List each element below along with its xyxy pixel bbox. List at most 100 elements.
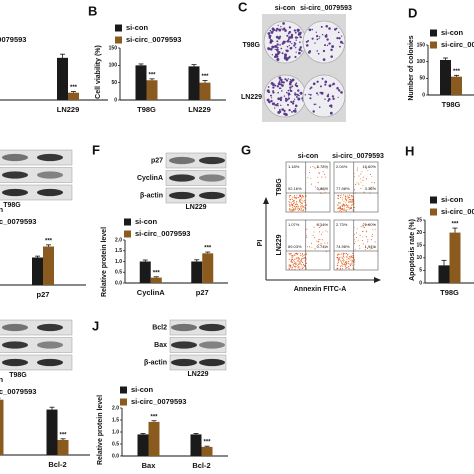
bar xyxy=(191,261,203,283)
flow-event xyxy=(325,230,327,232)
flow-event xyxy=(338,208,340,210)
flow-event xyxy=(373,246,375,248)
flow-event xyxy=(299,204,301,206)
flow-event xyxy=(318,244,320,246)
flow-event xyxy=(289,264,291,266)
flow-event xyxy=(338,194,340,196)
flow-event xyxy=(296,254,298,256)
flow-event xyxy=(305,262,307,264)
colony-dot xyxy=(267,86,270,88)
flow-event xyxy=(352,204,354,206)
flow-event xyxy=(341,263,343,265)
flow-event xyxy=(338,253,340,255)
blot-strip xyxy=(0,354,73,371)
flow-event xyxy=(352,202,354,204)
colony-dot xyxy=(288,56,291,59)
colony-dot xyxy=(269,47,273,51)
flow-event xyxy=(351,207,353,209)
colony-dot xyxy=(306,44,309,47)
flow-event xyxy=(340,207,342,209)
colony-dot xyxy=(280,78,283,82)
quadrant-label: 2.73% xyxy=(336,222,348,227)
bar xyxy=(57,439,69,455)
colony-dot xyxy=(286,45,289,48)
flow-event xyxy=(342,194,344,196)
y-tick-label: 25 xyxy=(416,217,422,223)
colony-dot xyxy=(286,91,288,94)
flow-event xyxy=(356,228,358,230)
colony-dot xyxy=(316,50,318,52)
blot-label: p27 xyxy=(151,157,163,164)
flow-event xyxy=(345,264,347,266)
flow-event xyxy=(297,206,299,208)
column-label: si-circ_0079593 xyxy=(332,153,384,160)
flow-event xyxy=(291,259,293,261)
flow-event xyxy=(298,194,300,196)
bar xyxy=(199,82,211,100)
colony-dot xyxy=(328,84,332,88)
flow-event xyxy=(315,248,317,250)
colony-dot xyxy=(300,50,303,52)
flow-event xyxy=(312,165,314,167)
flow-event xyxy=(321,239,323,241)
colony-dot xyxy=(337,31,340,34)
flow-event xyxy=(344,195,346,197)
flow-event xyxy=(289,253,291,255)
colony-dot xyxy=(311,28,314,31)
quadrant-label: 89.03% xyxy=(288,244,302,249)
flow-event xyxy=(344,262,346,264)
quadrant-label: 2.04% xyxy=(336,164,348,169)
colony-dot xyxy=(318,37,320,40)
x-tick-label: Bcl-2 xyxy=(192,461,210,470)
flow-event xyxy=(324,224,326,226)
flow-event xyxy=(343,263,345,265)
flow-event xyxy=(301,258,303,260)
legend-label: si-circ_0079593 xyxy=(441,207,474,216)
blot-label: Bcl2 xyxy=(152,324,167,331)
colony-dot xyxy=(271,102,275,106)
flow-event xyxy=(341,199,343,201)
bar xyxy=(0,399,4,455)
flow-event xyxy=(351,252,353,254)
flow-event xyxy=(353,260,355,262)
flow-event xyxy=(346,261,348,263)
colony-dot xyxy=(280,26,282,28)
bar xyxy=(137,434,149,456)
colony-dot xyxy=(337,96,339,98)
flow-event xyxy=(318,227,320,229)
y-axis-title: Relative protein level xyxy=(101,227,108,297)
legend-swatch xyxy=(430,208,437,216)
colony-dot xyxy=(283,42,286,44)
colony-dot xyxy=(273,28,276,32)
flow-event xyxy=(371,181,373,183)
colony-dot xyxy=(299,91,303,95)
flow-event xyxy=(369,174,371,176)
flow-event xyxy=(354,234,356,236)
flow-event xyxy=(310,183,312,185)
flow-event xyxy=(324,191,326,193)
flow-event xyxy=(327,242,329,244)
bar xyxy=(449,232,461,283)
colony-dot xyxy=(309,97,312,100)
colony-dot xyxy=(288,44,290,47)
flow-event xyxy=(364,249,366,251)
flow-event xyxy=(362,243,364,245)
colony-dot xyxy=(293,109,297,113)
flow-event xyxy=(294,267,296,269)
flow-event xyxy=(337,254,339,256)
quadrant-label: 5.78% xyxy=(317,164,329,169)
quadrant-label: 0.88% xyxy=(317,186,329,191)
bar xyxy=(188,66,200,100)
flow-event xyxy=(360,225,362,227)
flow-event xyxy=(347,254,349,256)
flow-event xyxy=(345,206,347,208)
flow-event xyxy=(374,241,376,243)
flow-event xyxy=(293,255,295,257)
flow-event xyxy=(348,262,350,264)
flow-event xyxy=(320,243,322,245)
colony-dot xyxy=(334,28,337,31)
blot-strip xyxy=(0,184,73,201)
bar xyxy=(146,80,158,100)
flow-event xyxy=(301,258,303,260)
